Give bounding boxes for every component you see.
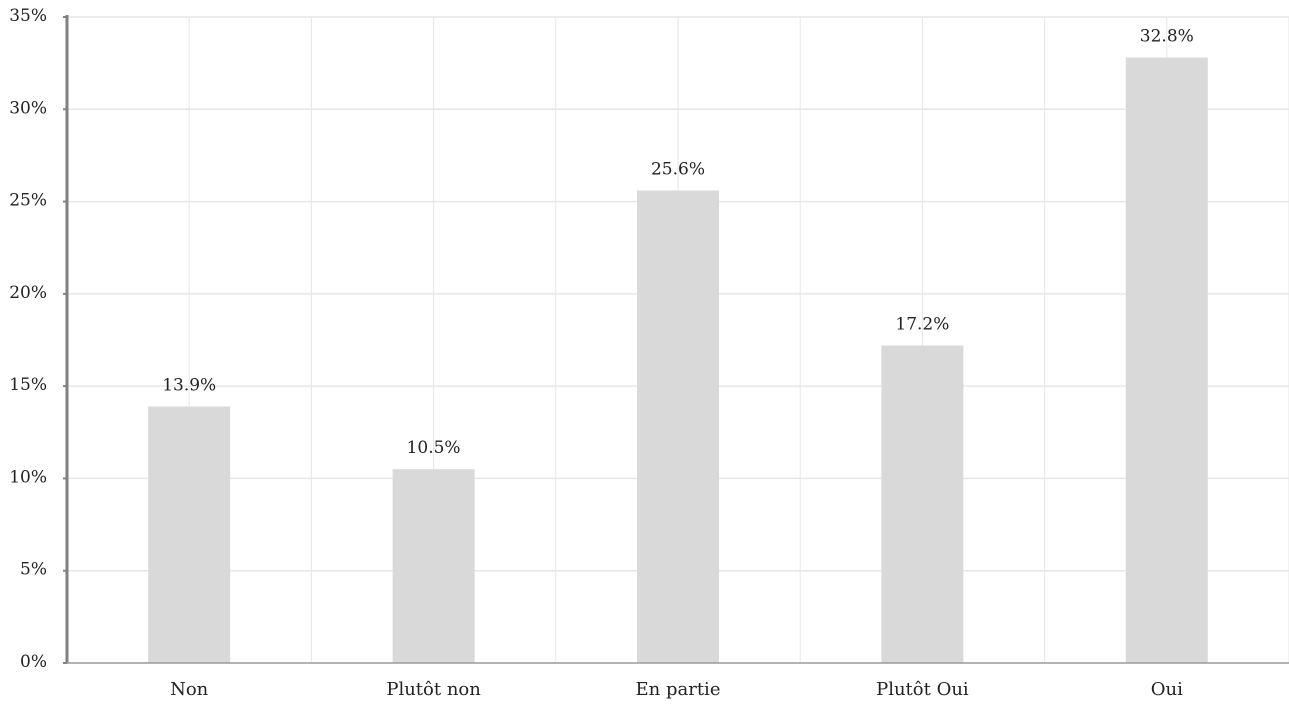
data-label: 10.5% (407, 438, 461, 458)
labels: 0% 5% 10% 15% 20% 25% 30% 35% 13.9% Non 10.5% Plutô… (9, 6, 1194, 700)
data-label: 32.8% (1140, 27, 1194, 47)
y-tick-label: 20% (9, 283, 47, 303)
data-label: 13.9% (162, 375, 216, 395)
y-tick-label: 0% (20, 652, 47, 672)
axes (63, 15, 1289, 664)
bar (637, 190, 719, 664)
y-tick-label: 25% (9, 191, 47, 211)
x-tick-label: Plutôt Oui (876, 679, 969, 700)
x-tick-label: Plutôt non (386, 679, 481, 700)
y-tick-label: 5% (20, 560, 47, 580)
bar (1125, 57, 1208, 663)
bar (881, 345, 964, 663)
data-label: 25.6% (651, 159, 705, 179)
x-tick-label: Non (170, 679, 209, 700)
y-tick-label: 10% (9, 467, 47, 487)
bars (148, 57, 1208, 664)
x-tick-label: En partie (636, 679, 721, 700)
bar (148, 406, 231, 663)
bar (392, 469, 475, 663)
x-tick-label: Oui (1151, 679, 1183, 700)
y-tick-label: 35% (9, 6, 47, 26)
y-tick-label: 30% (9, 98, 47, 118)
data-label: 17.2% (895, 315, 949, 335)
y-tick-label: 15% (9, 375, 47, 395)
